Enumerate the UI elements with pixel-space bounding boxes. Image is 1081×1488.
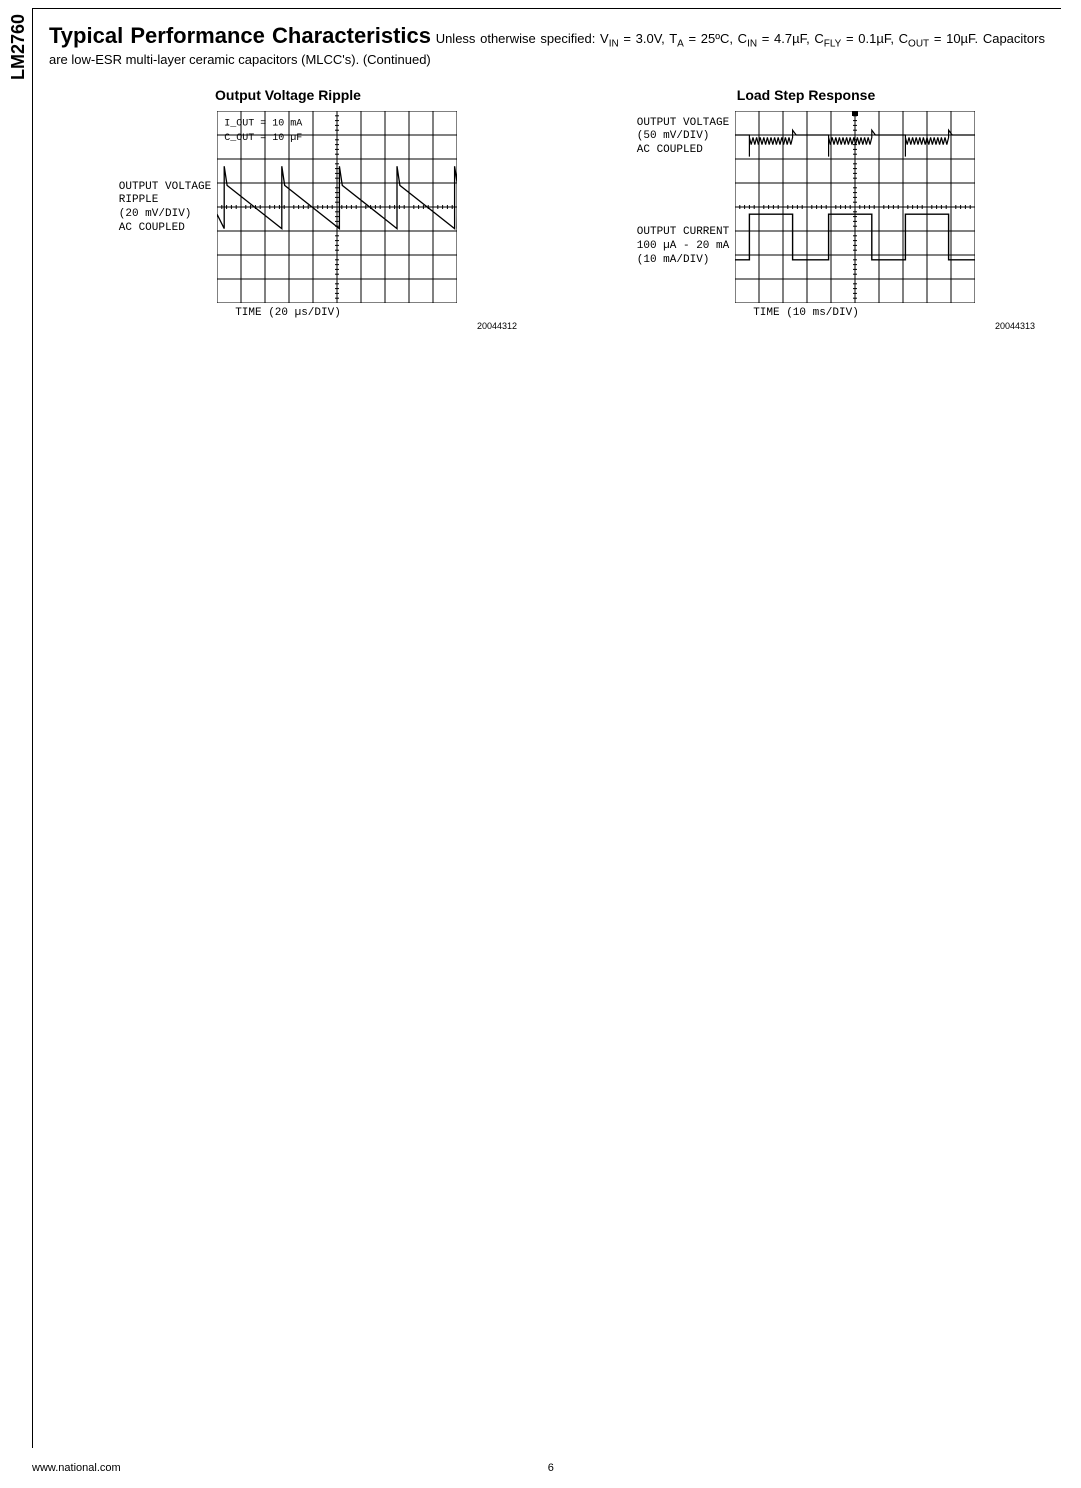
svg-text:C_OUT = 10 µF: C_OUT = 10 µF <box>224 132 302 143</box>
chart2-title: Load Step Response <box>737 87 875 103</box>
section-header: Typical Performance Characteristics Unle… <box>49 21 1045 69</box>
charts-row: Output Voltage Ripple OUTPUT VOLTAGE RIP… <box>49 87 1045 331</box>
chart2-ylabel-bot: OUTPUT CURRENT 100 µA - 20 mA (10 mA/DIV… <box>637 226 729 267</box>
chart2-xlabel: TIME (10 ms/DIV) <box>753 307 859 319</box>
page-frame: Typical Performance Characteristics Unle… <box>32 8 1061 1448</box>
chart2-ylabel-top: OUTPUT VOLTAGE (50 mV/DIV) AC COUPLED <box>637 117 729 158</box>
sub-in2: IN <box>747 39 757 50</box>
cond-text-4: = 4.7µF, C <box>757 31 824 46</box>
chart1-scope: I_OUT = 10 mA C_OUT = 10 µF <box>217 111 457 303</box>
page-footer: www.national.com 6 <box>32 1462 1061 1474</box>
chart1-ylabel: OUTPUT VOLTAGE RIPPLE (20 mV/DIV) AC COU… <box>119 181 211 236</box>
chart2-figid: 20044313 <box>995 321 1035 331</box>
cond-text-2: = 3.0V, T <box>619 31 677 46</box>
footer-page: 6 <box>548 1462 554 1474</box>
chart-loadstep: Load Step Response OUTPUT VOLTAGE (50 mV… <box>567 87 1045 331</box>
part-number-label: LM2760 <box>8 14 29 80</box>
chart-ripple: Output Voltage Ripple OUTPUT VOLTAGE RIP… <box>49 87 527 331</box>
section-title: Typical Performance Characteristics <box>49 23 431 48</box>
sub-fly: FLY <box>824 39 842 50</box>
cond-text-1: Unless otherwise specified: V <box>431 31 609 46</box>
footer-url: www.national.com <box>32 1462 121 1474</box>
chart1-xlabel: TIME (20 µs/DIV) <box>235 307 341 319</box>
sub-in: IN <box>609 39 619 50</box>
chart1-title: Output Voltage Ripple <box>215 87 361 103</box>
cond-text-5: = 0.1µF, C <box>841 31 908 46</box>
cond-text-3: = 25ºC, C <box>684 31 747 46</box>
sub-a: A <box>677 39 684 50</box>
svg-text:I_OUT = 10 mA: I_OUT = 10 mA <box>224 118 302 129</box>
chart2-scope <box>735 111 975 303</box>
chart1-figid: 20044312 <box>477 321 517 331</box>
sub-out: OUT <box>908 39 929 50</box>
